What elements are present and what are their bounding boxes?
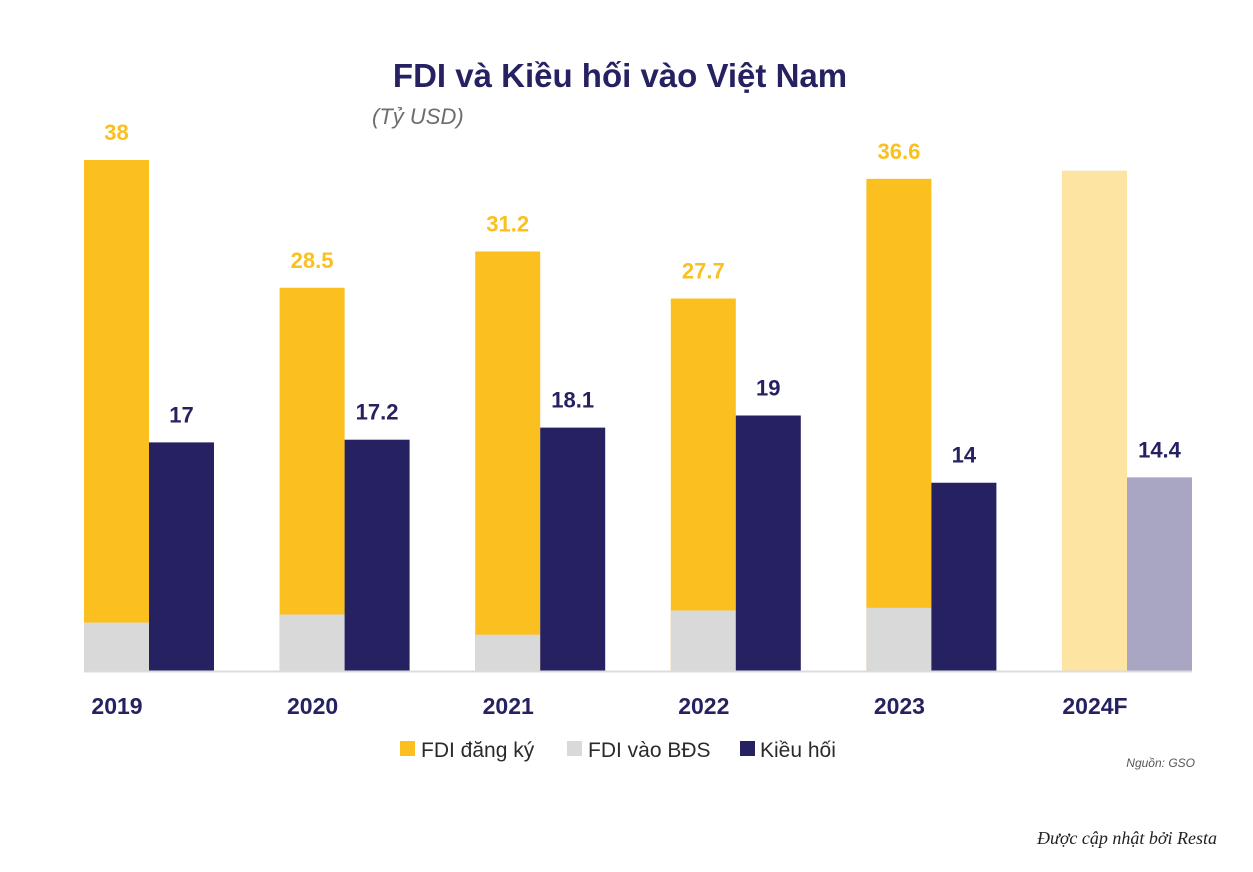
chart-title: FDI và Kiều hối vào Việt Nam <box>393 57 847 94</box>
legend-swatch-fdi-dang-ky <box>400 741 415 756</box>
data-label-fdi-dang-ky-2020: 28.5 <box>291 248 334 273</box>
credit-note: Được cập nhật bởi Resta <box>1036 828 1217 848</box>
data-label-kieu-hoi-2021: 18.1 <box>551 388 594 413</box>
x-tick-labels: 2019 2020 2021 2022 2023 2024F <box>91 693 1127 719</box>
data-labels-layer: 38 17 28.5 17.2 31.2 18.1 27.7 19 36.6 14 14.4 <box>104 120 1181 468</box>
bar-fdi-dang-ky-2020 <box>279 287 345 671</box>
bar-fdi-dang-ky-2023 <box>866 178 932 672</box>
x-tick-2024f: 2024F <box>1062 693 1127 719</box>
data-label-kieu-hoi-2019: 17 <box>169 402 193 427</box>
bar-fdi-vao-bds-2023 <box>866 607 932 671</box>
bar-fdi-dang-ky-2022 <box>670 298 736 671</box>
bar-fdi-vao-bds-2022 <box>670 610 736 671</box>
data-label-fdi-dang-ky-2019: 38 <box>104 120 128 145</box>
source-note: Nguồn: GSO <box>1126 756 1195 770</box>
x-tick-2023: 2023 <box>874 693 925 719</box>
data-label-fdi-dang-ky-2023: 36.6 <box>877 139 920 164</box>
bar-fdi-dang-ky-2024f <box>1062 170 1127 672</box>
chart-subtitle: (Tỷ USD) <box>372 104 464 129</box>
legend: FDI đăng ký FDI vào BĐS Kiều hối <box>400 739 836 762</box>
bar-fdi-vao-bds-2020 <box>279 614 345 671</box>
data-label-kieu-hoi-2022: 19 <box>756 376 780 401</box>
legend-swatch-fdi-vao-bds <box>567 741 582 756</box>
data-label-fdi-dang-ky-2022: 27.7 <box>682 259 725 284</box>
data-label-fdi-dang-ky-2021: 31.2 <box>486 211 529 236</box>
x-tick-2019: 2019 <box>91 693 142 719</box>
bar-fdi-vao-bds-2021 <box>475 634 541 671</box>
bars-layer <box>84 160 1192 672</box>
legend-label-kieu-hoi: Kiều hối <box>760 739 836 762</box>
bar-kieu-hoi-2019 <box>149 442 214 671</box>
x-tick-2020: 2020 <box>287 693 338 719</box>
bar-kieu-hoi-2022 <box>735 415 801 671</box>
bar-fdi-dang-ky-2019 <box>84 160 149 671</box>
bar-kieu-hoi-2024f <box>1127 477 1192 671</box>
bar-kieu-hoi-2023 <box>931 482 997 671</box>
x-tick-2021: 2021 <box>483 693 534 719</box>
bar-kieu-hoi-2021 <box>540 427 606 671</box>
bar-fdi-vao-bds-2019 <box>84 622 149 671</box>
legend-label-fdi-dang-ky: FDI đăng ký <box>421 739 535 762</box>
legend-label-fdi-vao-bds: FDI vào BĐS <box>588 739 711 762</box>
data-label-kieu-hoi-2024f: 14.4 <box>1138 437 1182 462</box>
bar-kieu-hoi-2020 <box>344 439 410 671</box>
data-label-kieu-hoi-2023: 14 <box>952 443 977 468</box>
data-label-kieu-hoi-2020: 17.2 <box>356 400 399 425</box>
bar-fdi-dang-ky-2021 <box>475 251 541 671</box>
legend-swatch-kieu-hoi <box>740 741 755 756</box>
x-tick-2022: 2022 <box>678 693 729 719</box>
